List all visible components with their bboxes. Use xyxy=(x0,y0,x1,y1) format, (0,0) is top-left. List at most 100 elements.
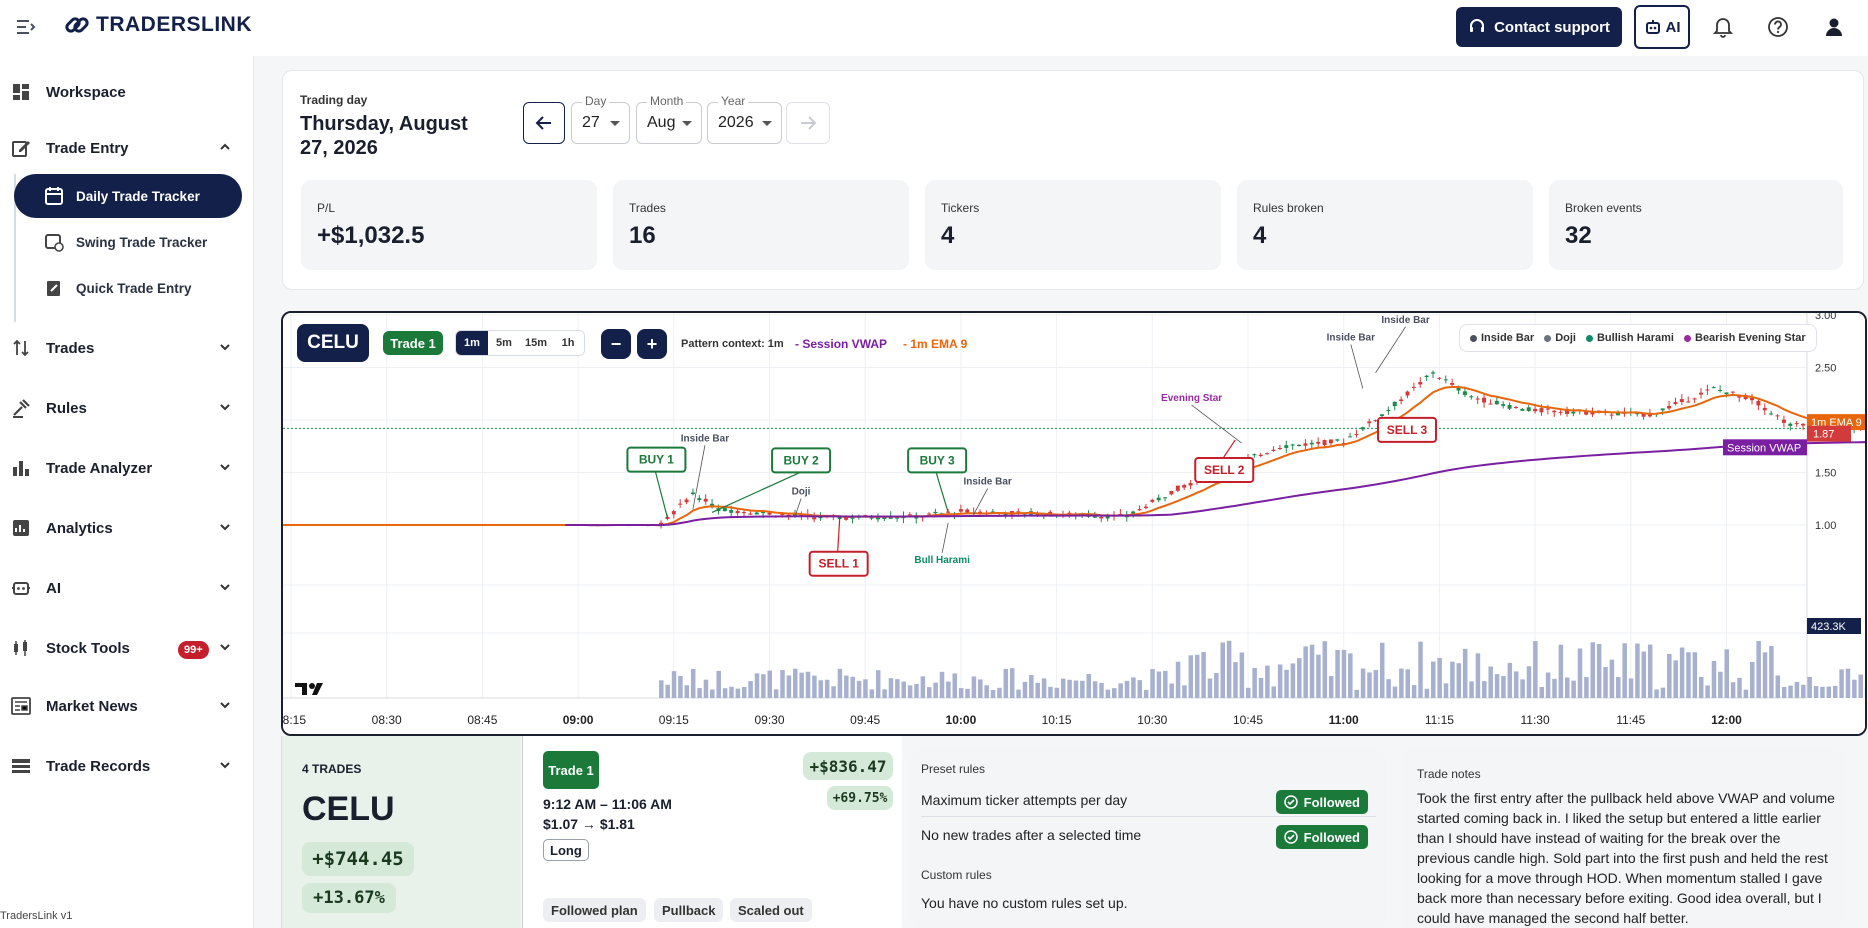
sidebar-sub-swing-trade-tracker[interactable]: Swing Trade Tracker xyxy=(14,220,242,264)
robot-icon xyxy=(1645,20,1660,34)
day-select[interactable]: Day 27 xyxy=(571,94,630,144)
trade-chip[interactable]: Trade 1 xyxy=(383,331,443,355)
sidebar-sub-quick-trade-entry[interactable]: Quick Trade Entry xyxy=(14,266,242,310)
sidebar-item-label: Rules xyxy=(46,399,87,417)
volume-bar xyxy=(741,686,747,698)
zoom-in-button[interactable]: + xyxy=(637,329,667,359)
sidebar-item-workspace[interactable]: Workspace xyxy=(10,72,244,112)
timeframe-15m[interactable]: 15m xyxy=(520,331,552,355)
volume-bar xyxy=(729,686,734,698)
bell-icon[interactable] xyxy=(1710,14,1736,40)
logo[interactable]: TRADERSLINK xyxy=(64,12,252,38)
volume-bar xyxy=(856,680,862,698)
sidebar-item-label: Trade Analyzer xyxy=(46,459,153,477)
volume-bar xyxy=(1647,644,1653,698)
legend-doji: Doji xyxy=(1544,332,1576,344)
candle-body xyxy=(958,509,963,512)
volume-bar xyxy=(1246,687,1251,698)
timeframe-1h[interactable]: 1h xyxy=(552,331,584,355)
candle-body xyxy=(1437,377,1442,379)
trade-notes-card[interactable]: Trade notes Took the first entry after t… xyxy=(1403,750,1843,928)
trade-detail-card[interactable]: Trade 1 +$836.47 +69.75% 9:12 AM – 11:06… xyxy=(522,736,902,928)
volume-bar xyxy=(703,679,709,698)
volume-bar xyxy=(1239,652,1245,698)
marker-connector xyxy=(935,472,949,513)
timeframe-5m[interactable]: 5m xyxy=(488,331,520,355)
tag-scaled-out[interactable]: Scaled out xyxy=(730,898,812,922)
sidebar-item-rules[interactable]: Rules xyxy=(10,388,244,428)
volume-bar xyxy=(1003,668,1009,698)
trade-marker-box xyxy=(808,550,869,577)
zoom-out-button[interactable]: − xyxy=(601,329,631,359)
candle-body xyxy=(1864,425,1865,428)
timeframe-1m[interactable]: 1m xyxy=(456,331,488,355)
time-axis-tick: 10:15 xyxy=(1042,713,1072,727)
volume-bar xyxy=(1150,669,1155,698)
ai-button[interactable]: AI xyxy=(1634,5,1690,49)
volume-bar xyxy=(761,674,766,698)
menu-toggle-icon[interactable] xyxy=(14,16,38,38)
sidebar-item-label: Trade Entry xyxy=(46,139,129,157)
candle-body xyxy=(1290,444,1295,446)
sidebar-item-trade-entry[interactable]: Trade Entry xyxy=(10,128,244,168)
volume-bar xyxy=(1405,669,1410,698)
help-icon[interactable] xyxy=(1765,14,1791,40)
next-day-button[interactable] xyxy=(786,102,830,144)
price-chart[interactable]: 1.001.502.002.503.0008:1508:3008:4509:00… xyxy=(281,311,1867,736)
pattern-connector xyxy=(1375,326,1406,373)
candle-body xyxy=(1418,382,1423,385)
volume-bar xyxy=(1750,661,1755,698)
user-icon[interactable] xyxy=(1821,14,1847,40)
candle-body xyxy=(1571,411,1576,414)
tag-followed-plan[interactable]: Followed plan xyxy=(543,898,646,922)
volume-bar xyxy=(1584,677,1589,698)
chart-canvas[interactable]: 1.001.502.002.503.0008:1508:3008:4509:00… xyxy=(283,313,1867,736)
candle-body xyxy=(1303,443,1308,446)
candle-body xyxy=(684,499,689,503)
rule-row: Maximum ticker attempts per day Followed xyxy=(921,783,1376,817)
volume-bar xyxy=(1335,650,1340,698)
sidebar-item-stock-tools[interactable]: Stock Tools xyxy=(10,628,244,668)
candle-body xyxy=(735,510,740,514)
trade-side-badge: Long xyxy=(543,839,589,861)
volume-bar xyxy=(1054,687,1060,698)
year-select[interactable]: Year 2026 xyxy=(707,94,782,144)
sidebar-item-market-news[interactable]: Market News xyxy=(10,686,244,726)
volume-bar xyxy=(895,679,900,698)
volume-bar xyxy=(1654,689,1659,698)
previous-day-button[interactable] xyxy=(523,102,565,144)
preset-rules-title: Preset rules xyxy=(921,762,986,776)
vwap-price-tag-bg xyxy=(1723,439,1807,456)
sidebar-item-trade-records[interactable]: Trade Records xyxy=(10,746,244,786)
sidebar-item-ai[interactable]: AI xyxy=(10,568,244,608)
month-select[interactable]: Month Aug xyxy=(636,94,702,144)
candle-body xyxy=(1730,391,1735,393)
caret-down-icon xyxy=(610,121,620,126)
rule-status-badge: Followed xyxy=(1275,825,1368,849)
volume-bar xyxy=(716,670,721,698)
trade-count: 4 TRADES xyxy=(302,762,362,776)
volume-bar xyxy=(1533,641,1538,698)
time-axis-tick: 08:15 xyxy=(283,713,306,727)
trade-notes-text[interactable]: Took the first entry after the pullback … xyxy=(1417,790,1835,926)
sidebar-sub-daily-trade-tracker[interactable]: Daily Trade Tracker xyxy=(14,174,242,218)
tag-pullback[interactable]: Pullback xyxy=(654,898,724,922)
chevron-down-icon xyxy=(220,404,230,411)
contact-support-button[interactable]: Contact support xyxy=(1456,7,1622,47)
volume-bar xyxy=(1360,668,1366,698)
volume-bar xyxy=(678,675,683,698)
volume-bar xyxy=(1622,643,1627,698)
sidebar-item-trade-analyzer[interactable]: Trade Analyzer xyxy=(10,448,244,488)
sidebar-item-trades[interactable]: Trades xyxy=(10,328,244,368)
candle-body xyxy=(1335,439,1340,441)
ticker-chip[interactable]: CELU xyxy=(297,324,369,362)
trade-marker-box xyxy=(1194,456,1255,483)
trade-detail-chip[interactable]: Trade 1 xyxy=(543,751,599,789)
volume-bar xyxy=(1698,676,1704,698)
day-select-value: 27 xyxy=(582,114,600,131)
candle-body xyxy=(1360,427,1365,430)
candle-body xyxy=(767,512,772,515)
candle-body xyxy=(990,511,995,513)
sidebar-item-analytics[interactable]: Analytics xyxy=(10,508,244,548)
candle-body xyxy=(1488,403,1493,405)
